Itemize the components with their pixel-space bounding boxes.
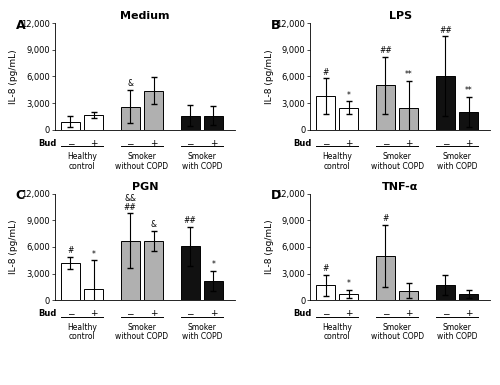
Bar xyxy=(459,112,478,130)
Text: −: − xyxy=(382,139,389,148)
Bar xyxy=(376,85,395,130)
Text: *: * xyxy=(347,280,351,288)
Bar xyxy=(436,285,455,300)
Text: −: − xyxy=(186,139,194,148)
Text: −: − xyxy=(66,139,74,148)
Bar xyxy=(144,90,163,130)
Bar xyxy=(60,122,80,130)
Text: Smoker
without COPD: Smoker without COPD xyxy=(116,323,168,341)
Text: Bud: Bud xyxy=(38,139,56,148)
Text: *: * xyxy=(92,250,96,259)
Text: ##: ## xyxy=(379,46,392,55)
Text: Healthy
control: Healthy control xyxy=(67,152,97,171)
Text: #: # xyxy=(382,214,388,223)
Text: *: * xyxy=(347,91,351,100)
Text: #: # xyxy=(322,68,328,77)
Bar xyxy=(204,281,223,300)
Text: −: − xyxy=(186,310,194,318)
Bar xyxy=(316,285,335,300)
Text: +: + xyxy=(345,310,352,318)
Text: Healthy
control: Healthy control xyxy=(322,323,352,341)
Text: Bud: Bud xyxy=(293,310,312,318)
Text: +: + xyxy=(405,310,412,318)
Text: +: + xyxy=(90,310,98,318)
Text: +: + xyxy=(345,139,352,148)
Text: Smoker
with COPD: Smoker with COPD xyxy=(437,152,478,171)
Bar xyxy=(120,241,140,300)
Text: Smoker
without COPD: Smoker without COPD xyxy=(370,152,424,171)
Text: Bud: Bud xyxy=(38,310,56,318)
Title: TNF-α: TNF-α xyxy=(382,181,418,191)
Text: +: + xyxy=(210,310,217,318)
Text: Smoker
without COPD: Smoker without COPD xyxy=(116,152,168,171)
Text: +: + xyxy=(150,310,158,318)
Text: ##: ## xyxy=(439,26,452,35)
Title: Medium: Medium xyxy=(120,11,170,21)
Text: Bud: Bud xyxy=(293,139,312,148)
Bar xyxy=(120,107,140,130)
Text: B: B xyxy=(270,19,280,32)
Text: −: − xyxy=(442,139,449,148)
Text: D: D xyxy=(270,189,281,203)
Bar xyxy=(180,116,200,130)
Text: #: # xyxy=(322,264,328,273)
Text: −: − xyxy=(126,139,134,148)
Bar xyxy=(376,256,395,300)
Text: +: + xyxy=(150,139,158,148)
Text: −: − xyxy=(442,310,449,318)
Y-axis label: IL-8 (pg/mL): IL-8 (pg/mL) xyxy=(10,220,18,274)
Text: −: − xyxy=(382,310,389,318)
Text: Smoker
with COPD: Smoker with COPD xyxy=(437,323,478,341)
Bar xyxy=(180,246,200,300)
Bar xyxy=(436,76,455,130)
Text: **: ** xyxy=(405,70,412,79)
Text: &&
##: && ## xyxy=(124,194,136,212)
Text: −: − xyxy=(322,310,330,318)
Bar xyxy=(60,263,80,300)
Bar xyxy=(144,241,163,300)
Text: +: + xyxy=(90,139,98,148)
Y-axis label: IL-8 (pg/mL): IL-8 (pg/mL) xyxy=(264,49,274,104)
Text: −: − xyxy=(126,310,134,318)
Text: Smoker
without COPD: Smoker without COPD xyxy=(370,323,424,341)
Text: Healthy
control: Healthy control xyxy=(67,323,97,341)
Title: PGN: PGN xyxy=(132,181,158,191)
Text: Smoker
with COPD: Smoker with COPD xyxy=(182,152,222,171)
Title: LPS: LPS xyxy=(388,11,411,21)
Bar xyxy=(316,96,335,130)
Bar xyxy=(204,116,223,130)
Text: #: # xyxy=(67,246,73,255)
Bar xyxy=(399,291,418,300)
Bar xyxy=(84,115,103,130)
Text: C: C xyxy=(16,189,24,203)
Bar xyxy=(459,294,478,300)
Text: *: * xyxy=(212,260,216,269)
Text: &: & xyxy=(127,79,133,88)
Text: +: + xyxy=(465,310,472,318)
Text: Healthy
control: Healthy control xyxy=(322,152,352,171)
Bar xyxy=(340,107,358,130)
Text: A: A xyxy=(16,19,25,32)
Text: +: + xyxy=(405,139,412,148)
Y-axis label: IL-8 (pg/mL): IL-8 (pg/mL) xyxy=(10,49,18,104)
Bar xyxy=(340,294,358,300)
Y-axis label: IL-8 (pg/mL): IL-8 (pg/mL) xyxy=(264,220,274,274)
Text: ##: ## xyxy=(184,216,196,225)
Text: +: + xyxy=(465,139,472,148)
Bar xyxy=(399,107,418,130)
Text: &: & xyxy=(150,220,156,229)
Text: **: ** xyxy=(465,86,472,95)
Text: +: + xyxy=(210,139,217,148)
Text: Smoker
with COPD: Smoker with COPD xyxy=(182,323,222,341)
Text: −: − xyxy=(66,310,74,318)
Bar xyxy=(84,289,103,300)
Text: −: − xyxy=(322,139,330,148)
